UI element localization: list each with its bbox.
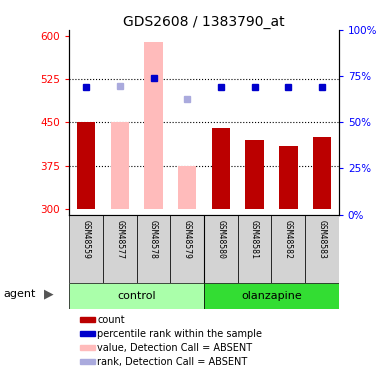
Text: agent: agent bbox=[4, 289, 36, 299]
Bar bbox=[69, 282, 204, 309]
Bar bbox=[271, 214, 305, 282]
Bar bbox=[80, 345, 95, 350]
Text: GSM48578: GSM48578 bbox=[149, 220, 158, 259]
Bar bbox=[212, 128, 230, 209]
Text: GSM48580: GSM48580 bbox=[216, 220, 225, 259]
Bar bbox=[80, 359, 95, 364]
Bar bbox=[69, 214, 103, 282]
Text: count: count bbox=[97, 315, 125, 325]
Text: GSM48579: GSM48579 bbox=[183, 220, 192, 259]
Bar bbox=[110, 122, 129, 209]
Bar bbox=[313, 136, 331, 209]
Text: percentile rank within the sample: percentile rank within the sample bbox=[97, 329, 262, 339]
Bar bbox=[204, 282, 339, 309]
Text: olanzapine: olanzapine bbox=[241, 291, 302, 301]
Text: GSM48583: GSM48583 bbox=[318, 220, 326, 259]
Bar bbox=[245, 140, 264, 209]
Text: rank, Detection Call = ABSENT: rank, Detection Call = ABSENT bbox=[97, 357, 247, 367]
Bar bbox=[144, 42, 163, 209]
Text: GSM48559: GSM48559 bbox=[82, 220, 90, 259]
Text: GSM48581: GSM48581 bbox=[250, 220, 259, 259]
Bar bbox=[279, 147, 298, 209]
Text: ▶: ▶ bbox=[44, 288, 54, 300]
Bar bbox=[238, 214, 271, 282]
Title: GDS2608 / 1383790_at: GDS2608 / 1383790_at bbox=[123, 15, 285, 29]
Bar bbox=[77, 122, 95, 209]
Bar bbox=[170, 214, 204, 282]
Text: control: control bbox=[117, 291, 156, 301]
Bar bbox=[80, 317, 95, 322]
Bar bbox=[178, 165, 196, 209]
Bar bbox=[80, 331, 95, 336]
Bar bbox=[137, 214, 170, 282]
Bar bbox=[103, 214, 137, 282]
Text: GSM48577: GSM48577 bbox=[116, 220, 124, 259]
Text: value, Detection Call = ABSENT: value, Detection Call = ABSENT bbox=[97, 343, 252, 352]
Bar bbox=[204, 214, 238, 282]
Text: GSM48582: GSM48582 bbox=[284, 220, 293, 259]
Bar bbox=[305, 214, 339, 282]
